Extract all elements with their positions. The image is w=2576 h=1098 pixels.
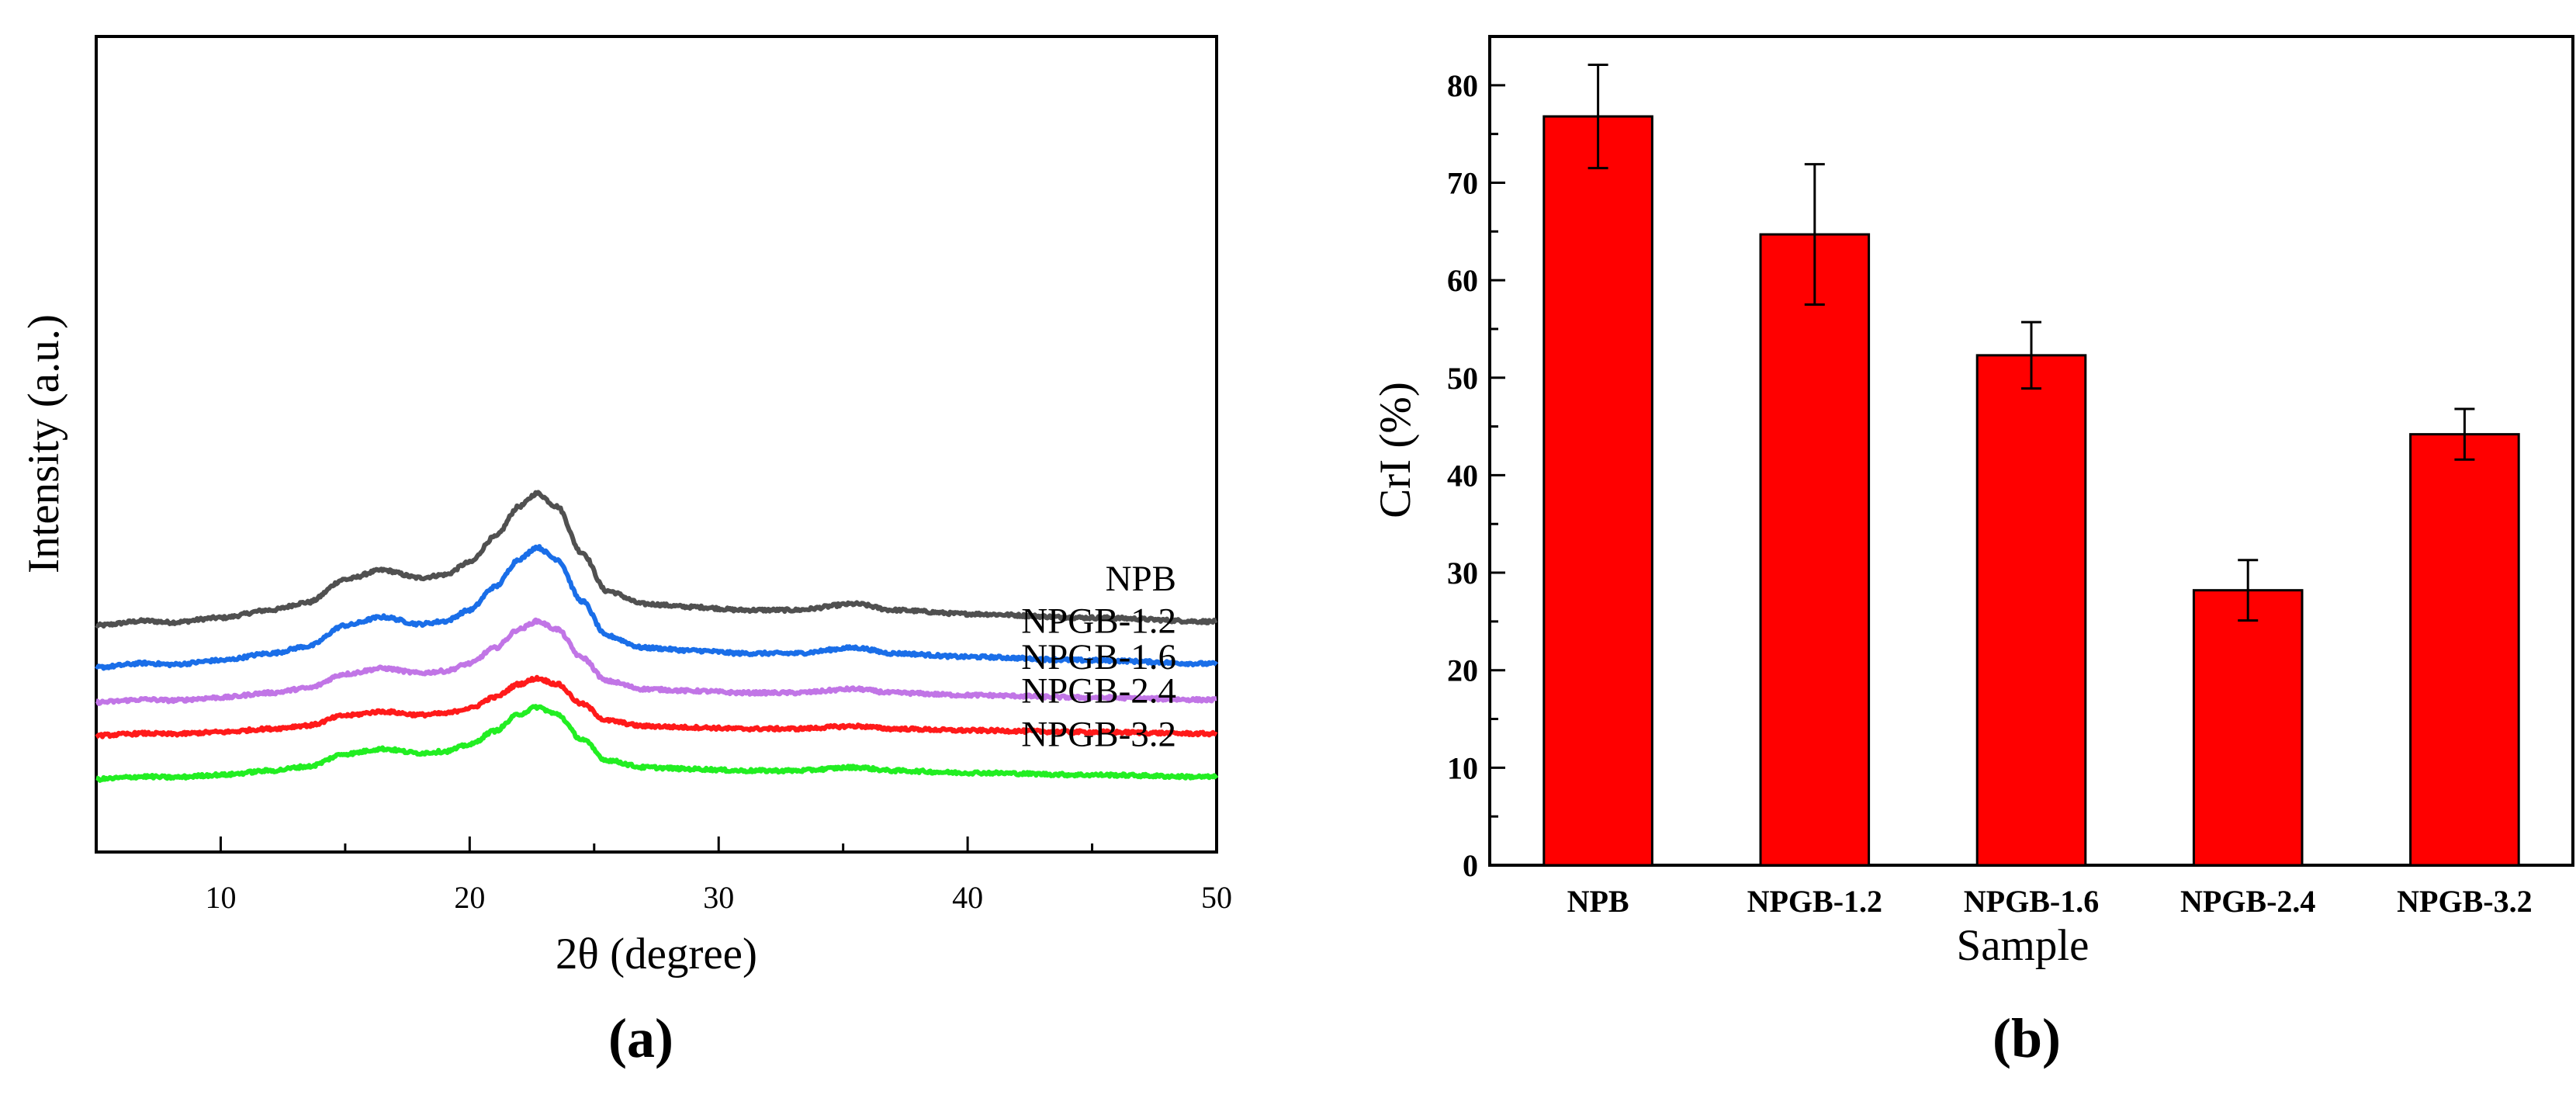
panel-label-b: (b) (1993, 1007, 2061, 1069)
xrd-series-group (94, 490, 1219, 783)
xrd-series-line-npgb-3-2 (95, 704, 1219, 783)
xrd-series-label-npgb-3-2: NPGB-3.2 (1021, 714, 1176, 754)
xrd-y-axis-title: Intensity (a.u.) (19, 314, 68, 573)
cri-y-tick-label: 30 (1447, 556, 1478, 591)
xrd-x-ticks: 10 20 30 40 50 (95, 836, 1232, 915)
cri-bar-npgb-1-2 (1759, 233, 1871, 867)
xrd-series-line-npgb-1-2 (94, 544, 1219, 671)
panel-label-a: (a) (608, 1007, 673, 1069)
cri-x-tick-labels: NPB NPGB-1.2 NPGB-1.6 NPGB-2.4 NPGB-3.2 (1567, 884, 2533, 919)
cri-x-tick-label-npgb-3-2: NPGB-3.2 (2397, 884, 2532, 919)
cri-x-tick-label-npb: NPB (1567, 884, 1629, 919)
xrd-series-label-npgb-2-4: NPGB-2.4 (1021, 671, 1176, 712)
cri-x-tick-label-npgb-1-6: NPGB-1.6 (1964, 884, 2099, 919)
cri-y-tick-label: 60 (1447, 263, 1478, 298)
xrd-line-chart: 10 20 30 40 50 NPBNPGB-1.2NPGB-1.6NPGB-2.4NP… (19, 35, 1232, 1069)
xrd-plot-frame (95, 35, 1218, 854)
cri-x-tick-label-npgb-1-2: NPGB-1.2 (1747, 884, 1882, 919)
xrd-x-tick-label: 20 (454, 880, 485, 915)
cri-bar-npgb-2-4 (2192, 589, 2304, 867)
cri-x-tick-label-npgb-2-4: NPGB-2.4 (2180, 884, 2315, 919)
cri-y-tick-label: 20 (1447, 653, 1478, 688)
cri-y-tick-label: 50 (1447, 361, 1478, 396)
cri-y-axis-title: CrI (%) (1371, 382, 1420, 518)
xrd-series-line-npb (95, 490, 1218, 629)
xrd-series-label-npb: NPB (1106, 559, 1176, 599)
xrd-x-tick-label: 40 (952, 880, 983, 915)
cri-y-tick-label: 10 (1447, 750, 1478, 785)
cri-y-tick-label: 70 (1447, 165, 1478, 200)
cri-y-tick-label: 40 (1447, 458, 1478, 493)
cri-bar-npgb-1-6 (1975, 354, 2087, 867)
xrd-series-label-npgb-1-6: NPGB-1.6 (1021, 637, 1176, 677)
cri-y-ticks: 0 10 20 30 40 50 60 70 80 (1447, 68, 1505, 883)
xrd-series-line-npgb-2-4 (95, 674, 1218, 740)
cri-bar-npb (1542, 115, 1653, 867)
cri-bars (1542, 63, 2520, 867)
cri-bar-chart: 0 10 20 30 40 50 60 70 80 NPB NPGB-1.2 NPGB-1.6 NPG… (1371, 35, 2574, 1069)
cri-y-tick-label: 80 (1447, 68, 1478, 103)
xrd-x-tick-label: 50 (1201, 880, 1232, 915)
cri-bar-npgb-3-2 (2409, 433, 2520, 867)
xrd-series-label-npgb-1-2: NPGB-1.2 (1021, 601, 1176, 642)
cri-y-tick-label: 0 (1463, 848, 1478, 883)
xrd-x-tick-label: 30 (703, 880, 734, 915)
xrd-x-axis-title: 2θ (degree) (556, 930, 757, 979)
xrd-series-line-npgb-1-6 (95, 617, 1218, 706)
cri-x-axis-title: Sample (1957, 921, 2090, 970)
xrd-x-tick-label: 10 (205, 880, 236, 915)
